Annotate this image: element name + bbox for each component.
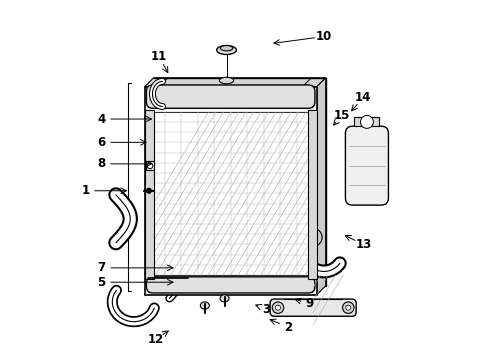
- Bar: [354, 117, 379, 126]
- Ellipse shape: [220, 45, 233, 51]
- Text: 11: 11: [151, 50, 167, 63]
- FancyBboxPatch shape: [270, 299, 356, 316]
- Text: 5: 5: [98, 276, 106, 289]
- FancyBboxPatch shape: [147, 277, 315, 293]
- Text: 12: 12: [147, 333, 164, 346]
- Text: 6: 6: [98, 136, 106, 149]
- Ellipse shape: [217, 45, 236, 54]
- Bar: [148, 112, 313, 275]
- FancyBboxPatch shape: [147, 85, 315, 108]
- Bar: [147, 162, 154, 170]
- Text: 13: 13: [355, 238, 371, 251]
- Circle shape: [275, 305, 280, 310]
- Bar: [145, 87, 317, 295]
- Text: 4: 4: [98, 113, 106, 126]
- Text: 10: 10: [316, 30, 332, 43]
- Circle shape: [346, 305, 351, 310]
- Circle shape: [272, 302, 284, 314]
- Text: 8: 8: [98, 157, 106, 170]
- Circle shape: [343, 302, 354, 314]
- Polygon shape: [317, 78, 326, 295]
- Text: 3: 3: [263, 303, 270, 316]
- Text: 7: 7: [98, 261, 106, 274]
- Circle shape: [147, 163, 153, 169]
- Text: 2: 2: [284, 320, 292, 333]
- Ellipse shape: [220, 77, 234, 84]
- Text: 15: 15: [334, 109, 350, 122]
- Ellipse shape: [200, 302, 209, 309]
- FancyBboxPatch shape: [345, 126, 389, 205]
- Circle shape: [361, 116, 373, 129]
- Polygon shape: [145, 78, 326, 87]
- Text: 14: 14: [355, 91, 371, 104]
- Circle shape: [147, 188, 151, 193]
- Bar: [153, 78, 326, 286]
- Ellipse shape: [220, 295, 229, 302]
- Text: 1: 1: [81, 184, 90, 197]
- Text: 9: 9: [305, 297, 314, 310]
- Bar: [308, 110, 317, 279]
- Bar: [145, 110, 153, 279]
